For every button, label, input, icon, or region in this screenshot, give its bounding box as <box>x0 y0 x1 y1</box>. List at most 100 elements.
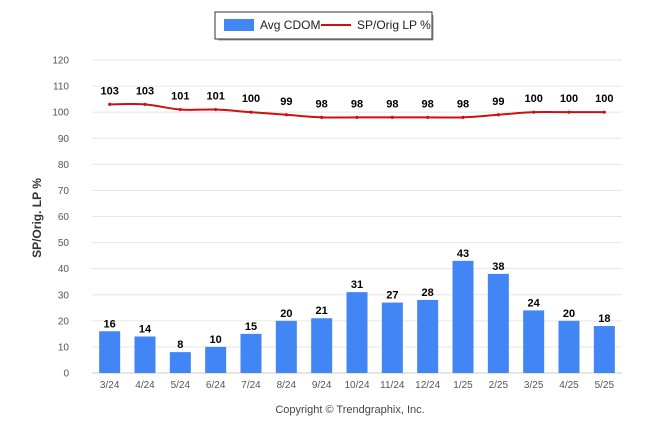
line-point <box>249 110 253 114</box>
x-tick-label: 3/25 <box>524 380 544 391</box>
line-point <box>284 113 288 117</box>
x-tick-label: 11/24 <box>380 380 405 391</box>
line-point <box>143 102 147 106</box>
y-tick-label: 120 <box>52 56 69 67</box>
bar <box>523 310 545 373</box>
bar-value-label: 10 <box>210 334 222 346</box>
bar <box>134 336 156 373</box>
line-value-label: 98 <box>386 98 398 110</box>
bar <box>205 346 227 373</box>
x-tick-label: 4/25 <box>559 380 579 391</box>
y-tick-label: 80 <box>58 160 70 171</box>
x-tick-label: 5/25 <box>595 380 615 391</box>
x-tick-label: 12/24 <box>415 380 440 391</box>
line-data-labels: 103 103 101 101 100 99 98 98 98 98 98 99 100 100 100 <box>100 85 613 110</box>
line-value-label: 99 <box>492 96 504 108</box>
line-value-label: 101 <box>206 91 224 103</box>
y-tick-label: 110 <box>53 82 69 93</box>
x-tick-label: 5/24 <box>171 380 191 391</box>
y-tick-label: 10 <box>58 342 70 353</box>
bar-value-label: 16 <box>104 318 116 330</box>
bar-value-label: 43 <box>457 248 469 260</box>
y-axis-ticks: 0 10 20 30 40 50 60 70 80 90 100 110 120 <box>52 56 69 380</box>
bar <box>452 260 474 373</box>
line-value-label: 100 <box>595 93 613 105</box>
y-tick-label: 0 <box>63 369 69 380</box>
legend-label-sp-orig-lp: SP/Orig LP % <box>357 18 431 32</box>
y-tick-label: 40 <box>58 264 70 275</box>
bar <box>99 331 121 373</box>
bar <box>240 333 262 373</box>
x-tick-label: 2/25 <box>489 380 509 391</box>
y-tick-label: 50 <box>58 238 70 249</box>
bar <box>558 320 580 373</box>
bar <box>311 318 333 373</box>
bar <box>169 352 191 373</box>
copyright-credit: Copyright © Trendgraphix, Inc. <box>275 404 424 416</box>
x-axis-ticks: 3/24 4/24 5/24 6/24 7/24 8/24 9/24 10/24 11/24 12… <box>100 380 615 391</box>
bar <box>381 302 403 373</box>
x-tick-label: 7/24 <box>241 380 261 391</box>
y-tick-label: 70 <box>58 186 70 197</box>
x-tick-label: 10/24 <box>344 380 369 391</box>
line-point <box>214 107 218 112</box>
x-tick-label: 1/25 <box>453 380 473 391</box>
x-tick-label: 4/24 <box>135 380 155 391</box>
bar-value-label: 20 <box>280 308 292 320</box>
line-point <box>390 115 394 119</box>
bar-value-label: 8 <box>177 339 183 351</box>
line-value-label: 98 <box>422 98 434 110</box>
y-tick-label: 100 <box>52 108 69 119</box>
line-points <box>108 102 606 119</box>
bar-value-label: 38 <box>492 261 504 273</box>
bar-value-label: 20 <box>563 308 575 320</box>
bar <box>346 292 368 373</box>
bar <box>487 273 509 373</box>
line-point <box>426 115 430 119</box>
x-tick-label: 8/24 <box>277 380 297 391</box>
line-value-label: 100 <box>524 93 542 105</box>
y-tick-label: 30 <box>58 290 70 301</box>
line-point <box>532 110 536 114</box>
y-tick-label: 90 <box>58 134 70 145</box>
legend-bar-swatch <box>224 19 254 31</box>
line-point <box>320 115 324 119</box>
legend-label-avg-cdom: Avg CDOM <box>260 18 320 32</box>
y-tick-label: 20 <box>58 316 70 327</box>
line-point <box>178 107 182 112</box>
line-point <box>567 110 571 114</box>
line-point <box>496 113 500 117</box>
line-value-label: 103 <box>100 85 118 97</box>
line-point <box>108 102 112 106</box>
bar-value-label: 28 <box>422 287 434 299</box>
bar <box>275 320 297 373</box>
bar-series <box>99 260 615 373</box>
line-value-label: 98 <box>316 98 328 110</box>
bar <box>593 326 615 373</box>
bar-value-label: 24 <box>528 297 541 309</box>
x-tick-label: 3/24 <box>100 380 120 391</box>
line-value-label: 98 <box>457 98 469 110</box>
bar <box>417 299 439 373</box>
y-tick-label: 60 <box>58 212 70 223</box>
line-value-label: 98 <box>351 98 363 110</box>
line-value-label: 99 <box>280 96 292 108</box>
bar-value-label: 18 <box>598 313 610 325</box>
bar-value-label: 27 <box>386 290 398 302</box>
y-axis-title: SP/Orig. LP % <box>30 178 44 258</box>
bar-value-label: 15 <box>245 321 257 333</box>
x-tick-label: 9/24 <box>312 380 332 391</box>
line-point <box>355 115 359 119</box>
line-point <box>602 110 606 114</box>
line-value-label: 100 <box>242 93 260 105</box>
line-value-label: 100 <box>560 93 578 105</box>
legend: Avg CDOM SP/Orig LP % <box>214 11 434 41</box>
line-value-label: 101 <box>171 91 189 103</box>
line-point <box>461 115 465 119</box>
bar-value-label: 31 <box>351 279 363 291</box>
line-value-label: 103 <box>136 85 154 97</box>
bar-value-label: 14 <box>139 323 152 335</box>
x-tick-label: 6/24 <box>206 380 226 391</box>
bar-data-labels: 16 14 8 10 15 20 21 31 27 28 43 38 24 20 18 <box>104 248 611 351</box>
